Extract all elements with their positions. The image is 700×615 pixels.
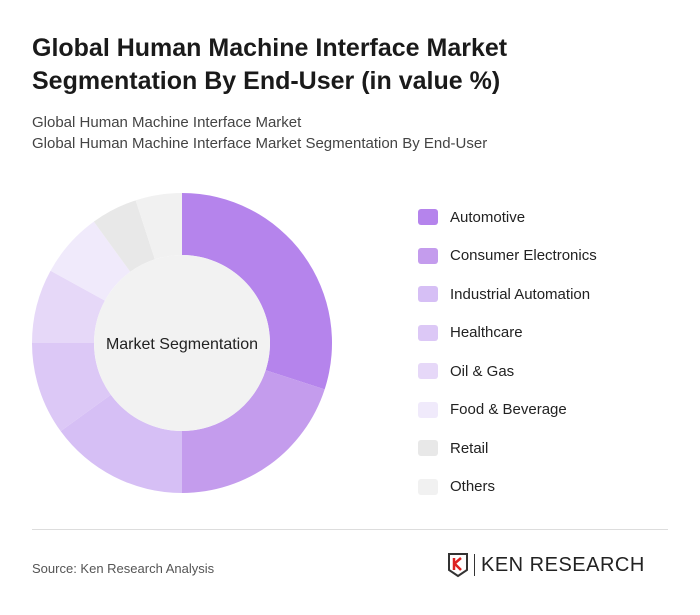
legend-label: Retail	[450, 439, 489, 457]
legend-label: Healthcare	[450, 324, 523, 342]
slice-healthcare[interactable]	[32, 343, 111, 432]
logo-shield-icon	[448, 553, 468, 578]
subtitle-segmentation: Global Human Machine Interface Market Se…	[32, 135, 488, 152]
slice-food-beverage[interactable]	[50, 221, 131, 301]
legend-label: Industrial Automation	[450, 285, 591, 303]
legend-item[interactable]: Food & Beverage	[418, 391, 597, 430]
legend-swatch	[418, 363, 438, 380]
slice-oil-gas[interactable]	[32, 270, 105, 343]
slice-industrial-automation[interactable]	[60, 394, 183, 493]
legend-swatch	[418, 247, 438, 264]
legend-swatch	[418, 324, 438, 341]
slice-others[interactable]	[135, 193, 182, 260]
legend-label: Others	[450, 478, 496, 496]
slice-automotive[interactable]	[182, 193, 332, 390]
slice-retail[interactable]	[93, 200, 155, 272]
legend-label: Consumer Electronics	[450, 247, 597, 265]
legend-item[interactable]: Others	[418, 468, 597, 507]
donut-chart: Market Segmentation	[32, 193, 332, 494]
slice-consumer-electronics[interactable]	[182, 370, 325, 494]
legend-item[interactable]: Automotive	[418, 198, 597, 237]
legend-label: Oil & Gas	[450, 362, 515, 380]
legend-item[interactable]: Oil & Gas	[418, 352, 597, 391]
legend-item[interactable]: Healthcare	[418, 314, 597, 353]
legend-item[interactable]: Retail	[418, 429, 597, 468]
logo-text: KEN RESEARCH	[481, 553, 645, 576]
source-note: Source: Ken Research Analysis	[32, 561, 215, 576]
legend-swatch	[418, 478, 438, 495]
legend-item[interactable]: Industrial Automation	[418, 275, 597, 314]
chart-title: Global Human Machine Interface Market Se…	[32, 34, 508, 95]
legend-label: Food & Beverage	[450, 401, 567, 419]
legend-swatch	[418, 286, 438, 303]
legend-label: Automotive	[450, 208, 526, 226]
donut-hole	[94, 255, 270, 431]
center-label: Market Segmentation	[106, 336, 258, 353]
legend-item[interactable]: Consumer Electronics	[418, 237, 597, 276]
legend: Automotive Consumer Electronics Industrial…	[418, 198, 597, 506]
subtitle-market: Global Human Machine Interface Market	[32, 114, 302, 131]
legend-swatch	[418, 401, 438, 418]
ken-research-logo: KEN RESEARCH	[447, 552, 645, 578]
legend-swatch	[418, 209, 438, 226]
legend-swatch	[418, 440, 438, 457]
divider	[32, 529, 668, 530]
